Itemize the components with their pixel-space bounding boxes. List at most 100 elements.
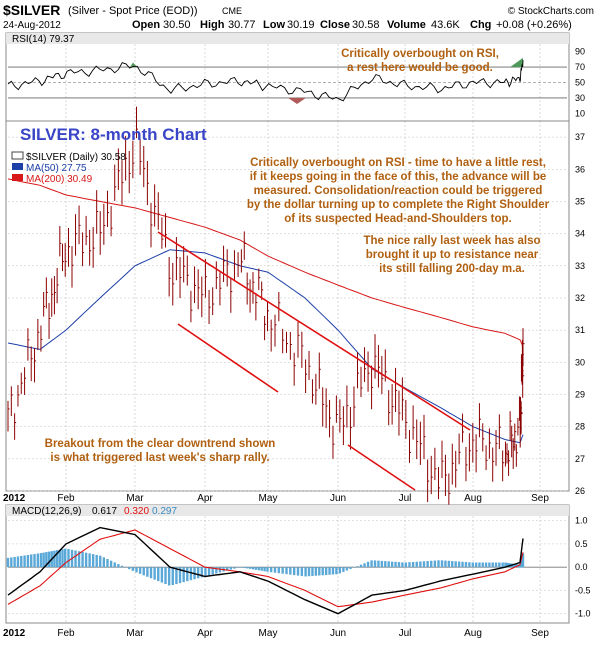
high-value: 30.77 (228, 19, 256, 31)
macd-signal-series-line (7, 529, 524, 608)
chg-value: +0.08 (+0.26%) (496, 19, 572, 31)
downtrend-upper-line (157, 231, 471, 431)
macd-histogram-bar (454, 561, 457, 568)
macd-tick-label: -1.0 (575, 609, 591, 619)
low-value: 30.19 (287, 19, 315, 31)
macd-histogram (6, 548, 525, 586)
macd-series-line (7, 526, 524, 615)
rsi-label: RSI(14) 79.37 (12, 34, 75, 45)
legend-swatch-price (11, 151, 24, 160)
macd-histogram-bar (240, 567, 243, 568)
x-month-label-bottom: Apr (197, 628, 213, 639)
x-month-label-top: Jul (399, 493, 412, 504)
x-year-bottom: 2012 (3, 628, 26, 639)
macd-histogram-bar (109, 560, 113, 568)
macd-histogram-bar (390, 561, 394, 568)
x-month-label-top: Apr (197, 493, 213, 504)
macd-line (7, 526, 524, 615)
macd-histogram-bar (321, 567, 324, 576)
macd-histogram-bar (81, 551, 84, 568)
macd-histogram-bar (513, 564, 516, 568)
macd-histogram-bar (77, 551, 81, 568)
macd-histogram-bar (182, 567, 185, 583)
price-tick-label: 34 (575, 229, 585, 239)
x-month-label-bottom: Aug (464, 628, 482, 639)
macd-histogram-bar (277, 567, 281, 574)
macd-histogram-bar (273, 567, 277, 573)
ma200-series-line (7, 178, 524, 347)
macd-histogram-bar (135, 567, 138, 573)
open-label: Open (132, 19, 160, 31)
macd-histogram-bar (260, 567, 263, 571)
price-tick-label: 29 (575, 389, 585, 399)
macd-histogram-bar (437, 560, 440, 568)
price-tick-label: 36 (575, 164, 585, 174)
macd-histogram-bar (457, 561, 461, 568)
macd-histogram-bar (39, 553, 43, 568)
macd-histogram-bar (233, 567, 236, 569)
macd-histogram-bar (328, 567, 331, 575)
macd-histogram-bar (481, 562, 484, 568)
macd-histogram-bar (47, 551, 51, 568)
symbol: $SILVER (3, 2, 60, 18)
macd-histogram-bar (387, 561, 390, 568)
macd-histogram-bar (225, 567, 229, 571)
macd-histogram-bar (307, 567, 311, 577)
price-tick-label: 30 (575, 357, 585, 367)
macd-histogram-bar (349, 567, 352, 570)
macd-histogram-bar (211, 567, 214, 575)
macd-histogram-bar (269, 567, 273, 573)
macd-tick-label: 0.5 (575, 539, 588, 549)
macd-histogram-bar (215, 567, 218, 574)
macd-histogram-bar (494, 562, 498, 568)
macd-histogram-bar (342, 567, 345, 572)
macd-histogram-bar (373, 560, 377, 568)
macd-histogram-bar (26, 554, 30, 568)
macd-hist-value: 0.297 (152, 506, 177, 517)
macd-histogram-bar (117, 564, 120, 568)
rsi-annotation-line1: Critically overbought on RSI, (341, 48, 499, 60)
macd-histogram-bar (504, 562, 507, 568)
macd-histogram-bar (461, 561, 464, 568)
price-ticks: 37 36 35 34 33 32 31 30 29 28 27 26 (575, 132, 585, 496)
macd-histogram-bar (53, 550, 56, 568)
macd-histogram-bar (345, 567, 349, 571)
macd-histogram-bar (13, 556, 16, 568)
downtrend-lower-line-2 (347, 444, 416, 491)
price-panel-frame (5, 120, 570, 492)
macd-histogram-bar (124, 567, 127, 568)
macd-histogram-bar (175, 567, 178, 585)
legend-ma50: MA(50) 27.75 (26, 163, 87, 174)
legend-swatch-ma200 (12, 174, 23, 181)
price-legend: $SILVER (Daily) 30.58 MA(50) 27.75 MA(20… (11, 151, 126, 185)
macd-histogram-bar (248, 567, 252, 569)
macd-histogram-bar (411, 561, 415, 568)
rsi-tick-label: 30 (575, 93, 585, 103)
ma200-line (7, 178, 524, 347)
macd-histogram-bar (366, 561, 370, 568)
price-bars (7, 106, 525, 516)
macd-histogram-bar (422, 561, 426, 568)
annotation-breakout-line2: is what triggered last week's sharp rall… (50, 452, 269, 464)
x-month-label-bottom: May (259, 628, 278, 639)
macd-histogram-bar (419, 561, 422, 568)
x-month-label-top: Mar (126, 493, 144, 504)
macd-value: 0.617 (92, 506, 117, 517)
macd-histogram-bar (324, 567, 328, 575)
macd-histogram-bar (331, 567, 335, 575)
macd-histogram-bar (200, 567, 203, 578)
macd-histogram-bar (61, 549, 64, 568)
macd-histogram-bar (311, 567, 314, 576)
macd-histogram-bar (164, 567, 167, 584)
macd-histogram-bar (146, 567, 149, 577)
macd-histogram-bar (33, 554, 36, 568)
macd-histogram-bar (171, 567, 174, 586)
macd-histogram-bar (352, 567, 356, 568)
macd-histogram-bar (186, 567, 189, 582)
macd-histogram-bar (363, 563, 366, 568)
rsi-oversold-fill-may (288, 97, 306, 105)
macd-histogram-bar (338, 567, 342, 574)
macd-histogram-bar (236, 567, 240, 568)
macd-histogram-bar (281, 567, 284, 574)
